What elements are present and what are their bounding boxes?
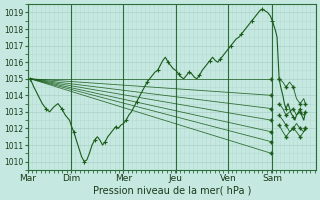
X-axis label: Pression niveau de la mer( hPa ): Pression niveau de la mer( hPa ) — [92, 186, 251, 196]
